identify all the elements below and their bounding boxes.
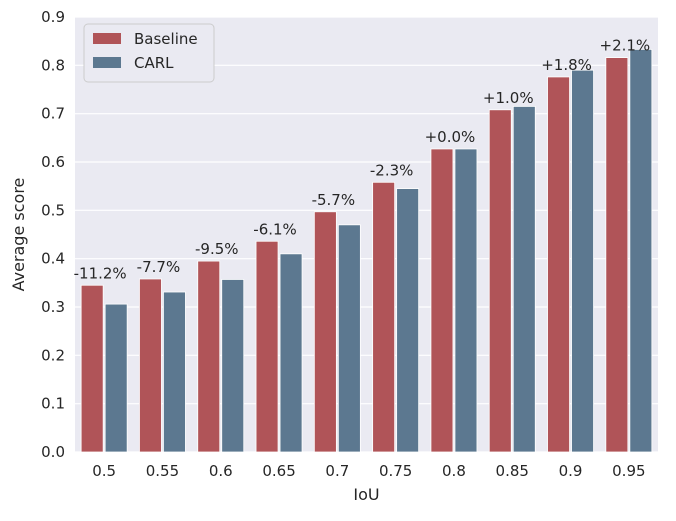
x-tick-label: 0.9 bbox=[559, 462, 583, 480]
x-tick-label: 0.95 bbox=[612, 462, 645, 480]
bar-baseline-0.65 bbox=[255, 240, 279, 453]
bar-baseline-0.95 bbox=[605, 57, 629, 453]
bar-annotation: -2.3% bbox=[370, 161, 414, 179]
bar-annotation: +1.0% bbox=[483, 89, 534, 107]
x-tick-label: 0.65 bbox=[262, 462, 295, 480]
bar-carl-0.9 bbox=[571, 69, 594, 453]
bar-carl-0.55 bbox=[163, 291, 186, 453]
bar-carl-0.5 bbox=[104, 303, 128, 453]
bar-baseline-0.9 bbox=[547, 76, 570, 453]
bar-baseline-0.55 bbox=[139, 278, 162, 453]
bar-carl-0.65 bbox=[279, 253, 303, 453]
y-tick-label: 0.8 bbox=[41, 56, 65, 74]
bar-baseline-0.5 bbox=[80, 284, 104, 453]
bar-carl-0.6 bbox=[221, 279, 245, 453]
bar-annotation: -7.7% bbox=[137, 258, 181, 276]
y-tick-label: 0.0 bbox=[41, 443, 65, 461]
y-axis-label: Average score bbox=[9, 178, 28, 292]
x-tick-label: 0.75 bbox=[379, 462, 412, 480]
bar-annotation: +2.1% bbox=[600, 37, 651, 55]
bar-carl-0.95 bbox=[629, 48, 653, 453]
y-tick-label: 0.3 bbox=[41, 298, 65, 316]
x-axis-label: IoU bbox=[353, 485, 379, 504]
bar-annotation: +0.0% bbox=[425, 128, 476, 146]
bar-annotation: -9.5% bbox=[195, 240, 239, 258]
legend-label-carl: CARL bbox=[134, 54, 174, 72]
x-tick-label: 0.6 bbox=[209, 462, 233, 480]
x-tick-label: 0.8 bbox=[442, 462, 466, 480]
x-tick-label: 0.5 bbox=[92, 462, 116, 480]
x-tick-label: 0.55 bbox=[146, 462, 179, 480]
legend-label-baseline: Baseline bbox=[134, 30, 198, 48]
y-tick-label: 0.1 bbox=[41, 395, 65, 413]
bar-annotation: -5.7% bbox=[312, 191, 356, 209]
bar-carl-0.75 bbox=[396, 188, 420, 453]
bar-annotation: -6.1% bbox=[253, 220, 297, 238]
bar-annotation: +1.8% bbox=[541, 56, 592, 74]
bars bbox=[80, 48, 653, 453]
bar-baseline-0.6 bbox=[197, 260, 221, 453]
x-axis-ticks: 0.5 0.55 0.6 0.65 0.7 0.75 0.8 0.85 0.9 0.95 bbox=[92, 462, 645, 480]
bar-carl-0.85 bbox=[512, 106, 536, 453]
legend: Baseline CARL bbox=[83, 23, 215, 83]
bar-carl-0.8 bbox=[454, 148, 478, 453]
y-tick-label: 0.4 bbox=[41, 250, 65, 268]
x-tick-label: 0.85 bbox=[496, 462, 529, 480]
bar-baseline-0.8 bbox=[430, 148, 454, 453]
y-tick-label: 0.6 bbox=[41, 153, 65, 171]
bar-baseline-0.7 bbox=[313, 211, 337, 453]
y-tick-label: 0.2 bbox=[41, 346, 65, 364]
bar-carl-0.7 bbox=[337, 224, 361, 453]
y-axis-ticks: 0.0 0.1 0.2 0.3 0.4 0.5 0.6 0.7 0.8 0.9 bbox=[41, 8, 65, 461]
legend-swatch-baseline bbox=[93, 33, 121, 44]
y-tick-label: 0.9 bbox=[41, 8, 65, 26]
bar-annotation: -11.2% bbox=[74, 264, 127, 282]
bar-annotations: -11.2% -7.7% -9.5% -6.1% -5.7% -2.3% +0.0% +1.0… bbox=[74, 37, 651, 283]
x-tick-label: 0.7 bbox=[325, 462, 349, 480]
y-tick-label: 0.7 bbox=[41, 105, 65, 123]
y-tick-label: 0.5 bbox=[41, 201, 65, 219]
bar-baseline-0.75 bbox=[372, 181, 396, 453]
bar-baseline-0.85 bbox=[488, 109, 512, 453]
legend-swatch-carl bbox=[93, 57, 121, 68]
